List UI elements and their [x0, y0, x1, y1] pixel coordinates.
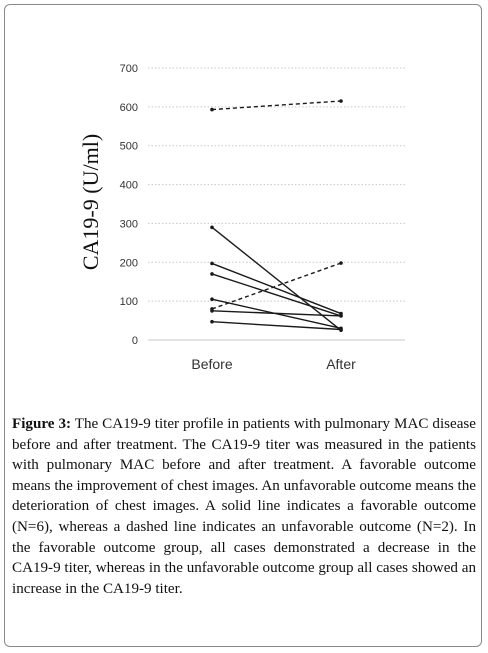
series-line-2 — [211, 262, 342, 315]
data-point-1-before — [210, 225, 214, 230]
y-axis-label: CA19-9 (U/ml) — [78, 134, 103, 270]
caption-text: The CA19-9 titer profile in patients wit… — [12, 416, 476, 597]
data-point-8-after — [339, 261, 343, 265]
data-point-7-after — [339, 99, 343, 103]
series-line-7 — [211, 100, 342, 111]
x-category-after: After — [326, 356, 356, 372]
series-lines — [210, 99, 343, 333]
series-line-6 — [211, 321, 342, 331]
data-point-3-before — [210, 272, 214, 276]
y-tick-600: 600 — [120, 102, 138, 114]
line-chart: 0 100 200 300 400 500 600 700 Before After CA19-… — [78, 63, 405, 372]
data-point-4-before — [210, 297, 214, 302]
y-tick-labels: 0 100 200 300 400 500 600 700 — [120, 63, 138, 347]
x-category-labels: Before After — [191, 356, 356, 372]
figure-frame — [4, 4, 482, 647]
y-tick-500: 500 — [120, 141, 138, 153]
data-point-2-before — [210, 261, 214, 266]
y-tick-0: 0 — [132, 335, 138, 347]
data-point-6-before — [210, 319, 214, 324]
y-tick-300: 300 — [120, 218, 138, 230]
y-tick-700: 700 — [120, 63, 138, 75]
series-line-8 — [211, 262, 342, 310]
figure-caption: Figure 3: The CA19-9 titer profile in pa… — [12, 414, 476, 599]
x-category-before: Before — [191, 356, 232, 372]
series-line-1 — [211, 226, 342, 331]
series-line-3 — [211, 273, 342, 317]
data-point-5-after — [339, 314, 343, 318]
y-tick-400: 400 — [120, 180, 138, 192]
data-point-6-after — [339, 327, 343, 332]
caption-label: Figure 3: — [12, 416, 72, 432]
y-tick-100: 100 — [120, 296, 138, 308]
grid-lines — [148, 67, 405, 341]
data-point-8-before — [210, 307, 214, 311]
y-tick-200: 200 — [120, 257, 138, 269]
data-point-7-before — [210, 107, 214, 112]
series-line-5 — [211, 310, 342, 317]
